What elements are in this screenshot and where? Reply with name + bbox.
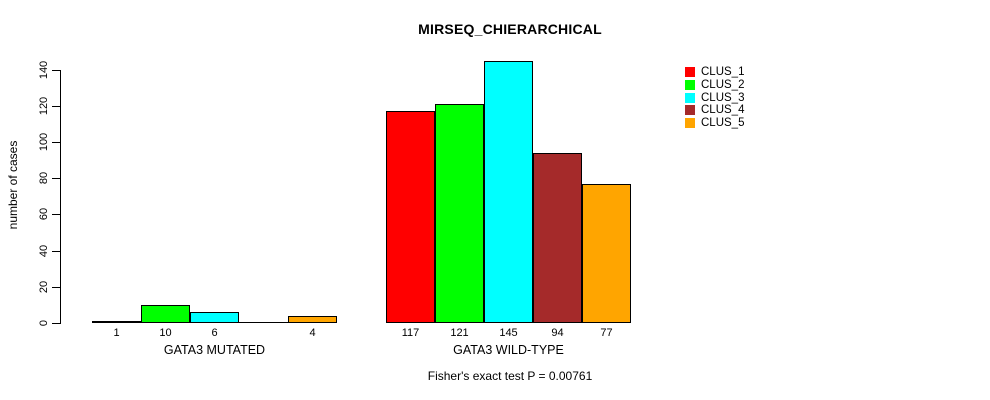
group-label-2: GATA3 WILD-TYPE [453, 343, 564, 357]
bar-value-label: 77 [600, 327, 613, 339]
legend-swatch-clus_1 [685, 67, 695, 78]
bar-clus_5-group1 [288, 316, 337, 323]
y-axis-label: number of cases [6, 140, 20, 230]
legend-item-clus_4: CLUS_4 [685, 104, 744, 117]
y-tick-mark [52, 142, 60, 143]
y-tick-label: 20 [38, 280, 50, 293]
legend-label: CLUS_1 [701, 66, 745, 79]
bar-clus_2-group1 [141, 305, 190, 323]
bar-value-label: 94 [551, 327, 564, 339]
bar-clus_2-group2 [435, 104, 484, 323]
legend-swatch-clus_5 [685, 118, 695, 129]
y-tick-label: 40 [38, 244, 50, 257]
bar-value-label: 1 [113, 327, 120, 339]
bar-clus_4-zero [239, 322, 288, 323]
bar-value-label: 6 [211, 327, 218, 339]
bar-value-label: 121 [450, 327, 469, 339]
bar-value-label: 117 [401, 327, 420, 339]
y-tick-mark [52, 286, 60, 288]
y-tick-mark [52, 105, 60, 107]
y-tick-mark [52, 250, 60, 252]
legend-label: CLUS_3 [701, 91, 745, 104]
legend-label: CLUS_2 [701, 79, 745, 92]
legend-label: CLUS_4 [701, 104, 745, 117]
bar-clus_3-group1 [190, 312, 239, 323]
legend-label: CLUS_5 [701, 117, 745, 130]
y-tick-label: 120 [38, 96, 50, 115]
fisher-test-annotation: Fisher's exact test P = 0.00761 [427, 369, 593, 383]
y-tick-mark [52, 214, 60, 216]
group-label-1: GATA3 MUTATED [163, 343, 266, 357]
y-tick-label: 140 [38, 60, 50, 79]
y-tick-mark [52, 69, 60, 71]
y-tick-mark [52, 323, 60, 324]
bar-clus_4-group2 [533, 153, 582, 323]
legend-swatch-clus_2 [685, 80, 695, 91]
legend-item-clus_2: CLUS_2 [685, 79, 744, 92]
legend-item-clus_3: CLUS_3 [685, 91, 744, 104]
bar-clus_5-group2 [582, 184, 631, 323]
bar-value-label: 10 [159, 327, 172, 339]
legend-swatch-clus_3 [685, 92, 695, 103]
y-tick-label: 80 [38, 172, 50, 185]
y-tick-label: 0 [38, 319, 50, 327]
bar-value-label: 145 [499, 327, 518, 339]
legend-item-clus_1: CLUS_1 [685, 66, 744, 79]
y-tick-label: 100 [38, 132, 50, 152]
legend-item-clus_5: CLUS_5 [685, 117, 744, 130]
legend-swatch-clus_4 [685, 105, 695, 116]
chart-title: MIRSEQ_CHIERARCHICAL [418, 21, 602, 37]
bar-clus_3-group2 [484, 61, 533, 323]
y-tick-label: 60 [38, 208, 50, 221]
legend: CLUS_1 CLUS_2 CLUS_3 CLUS_4 CLUS_5 [685, 66, 744, 129]
y-tick-mark [52, 178, 60, 180]
y-axis-line [60, 70, 61, 324]
bar-clus_1-group1 [92, 321, 141, 323]
bar-clus_1-group2 [386, 111, 435, 323]
bar-value-label: 4 [309, 327, 316, 339]
